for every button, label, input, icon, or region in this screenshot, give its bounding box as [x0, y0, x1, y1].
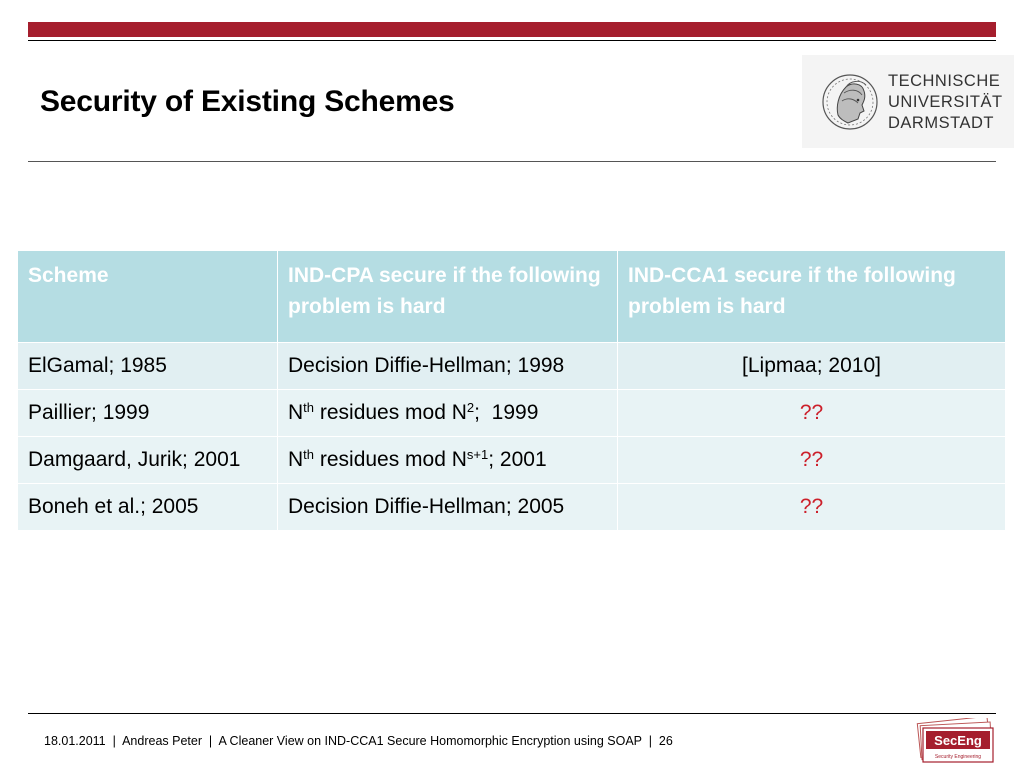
header-ind-cpa: IND-CPA secure if the following problem …	[277, 250, 618, 343]
seceng-name: SecEng	[934, 733, 982, 748]
top-accent-bar	[28, 22, 996, 37]
schemes-table: Scheme IND-CPA secure if the following p…	[17, 250, 1006, 531]
cell-cca1: ??	[617, 436, 1006, 484]
seceng-logo: SecEng Security Engineering	[913, 715, 997, 764]
cpa-sup2: s+1	[466, 447, 489, 462]
table-header-row: Scheme IND-CPA secure if the following p…	[17, 250, 1006, 343]
header-scheme: Scheme	[17, 250, 278, 343]
seceng-tagline: Security Engineering	[935, 754, 981, 760]
logo-line-1: TECHNISCHE	[888, 72, 1001, 90]
top-divider	[28, 40, 996, 41]
cell-cca1: [Lipmaa; 2010]	[617, 342, 1006, 390]
cpa-base: N	[288, 448, 304, 471]
table-row: Paillier; 1999 Nth residues mod N2; 1999…	[17, 389, 1006, 437]
athena-head-icon	[822, 74, 878, 130]
table-row: Boneh et al.; 2005 Decision Diffie-Hellm…	[17, 483, 1006, 531]
cpa-end: ; 1999	[474, 401, 539, 424]
cell-cpa: Decision Diffie-Hellman; 2005	[277, 483, 618, 531]
cell-scheme: Paillier; 1999	[17, 389, 278, 437]
logo-line-3: DARMSTADT	[888, 114, 994, 132]
cpa-base: N	[288, 401, 304, 424]
cell-scheme: Damgaard, Jurik; 2001	[17, 436, 278, 484]
cell-scheme: ElGamal; 1985	[17, 342, 278, 390]
cpa-sup2: 2	[466, 400, 475, 415]
table-row: ElGamal; 1985 Decision Diffie-Hellman; 1…	[17, 342, 1006, 390]
cell-cpa: Nth residues mod N2; 1999	[277, 389, 618, 437]
cpa-mid: residues mod N	[314, 448, 467, 471]
cpa-sup: th	[303, 400, 315, 415]
tu-darmstadt-logo: TECHNISCHE UNIVERSITÄT DARMSTADT	[802, 55, 1014, 148]
table-row: Damgaard, Jurik; 2001 Nth residues mod N…	[17, 436, 1006, 484]
title-divider	[28, 161, 996, 162]
seceng-stack-icon: SecEng Security Engineering	[916, 715, 994, 763]
slide-title: Security of Existing Schemes	[40, 85, 455, 118]
cell-cca1: ??	[617, 389, 1006, 437]
cpa-mid: residues mod N	[314, 401, 467, 424]
slide-footer: 18.01.2011 | Andreas Peter | A Cleaner V…	[44, 734, 673, 748]
bottom-divider	[28, 713, 996, 714]
logo-line-2: UNIVERSITÄT	[888, 93, 1003, 111]
cell-cpa: Nth residues mod Ns+1; 2001	[277, 436, 618, 484]
cpa-sup: th	[303, 447, 315, 462]
header-ind-cca1: IND-CCA1 secure if the following problem…	[617, 250, 1006, 343]
cell-scheme: Boneh et al.; 2005	[17, 483, 278, 531]
cpa-end: ; 2001	[488, 448, 547, 471]
cell-cpa: Decision Diffie-Hellman; 1998	[277, 342, 618, 390]
cell-cca1: ??	[617, 483, 1006, 531]
